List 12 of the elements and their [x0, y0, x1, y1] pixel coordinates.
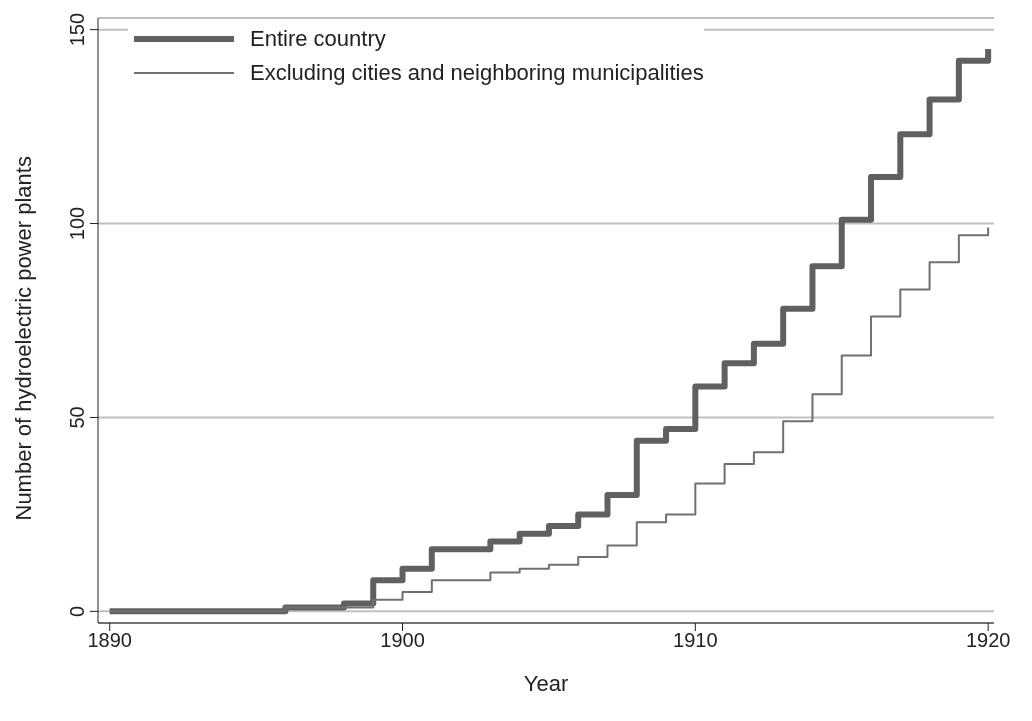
y-tick-label: 150	[66, 12, 88, 47]
x-tick-label: 1910	[673, 629, 718, 652]
y-tick-label: 50	[66, 406, 88, 429]
legend-label: Excluding cities and neighboring municipalities	[250, 60, 704, 86]
y-tick-label: 0	[66, 605, 88, 617]
x-tick-label: 1920	[965, 629, 1011, 652]
x-tick-label: 1890	[87, 629, 132, 652]
y-axis-title: Number of hydroelectric power plants	[10, 156, 36, 521]
x-axis-title: Year	[523, 671, 569, 696]
x-tick-label: 1900	[380, 629, 425, 652]
y-tick-label: 100	[66, 206, 88, 241]
legend-label: Entire country	[250, 26, 386, 52]
